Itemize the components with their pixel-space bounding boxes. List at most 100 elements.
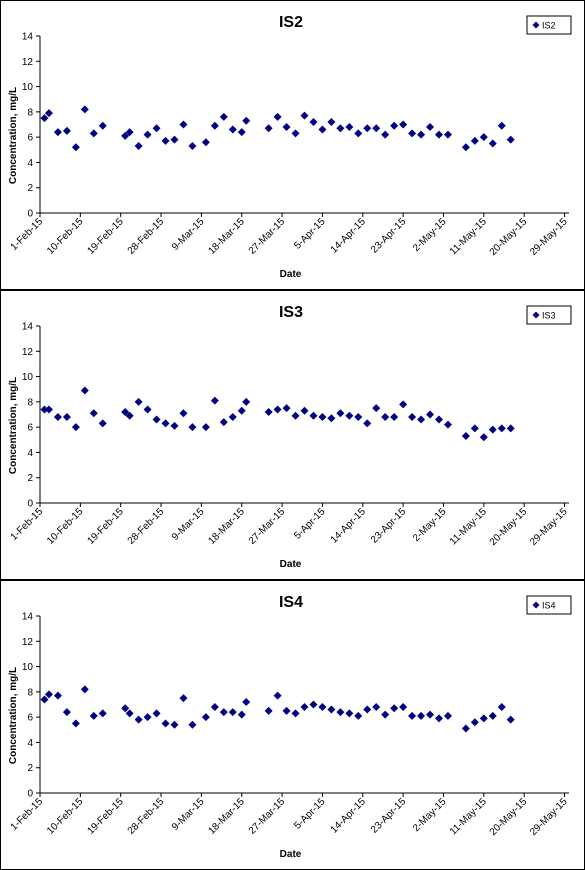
data-point: [417, 711, 426, 720]
legend-marker: [532, 311, 540, 319]
y-tick-label: 4: [27, 738, 33, 749]
data-point: [228, 708, 237, 717]
x-tick-label: 10-Feb-15: [45, 216, 86, 257]
x-axis-title: Date: [280, 559, 302, 570]
data-point: [210, 703, 219, 712]
data-point: [201, 423, 210, 432]
chart-svg: IS3 0 2 4 6 8 10 12 14 1-Feb-15 10-Feb-15 19-Feb-15…: [8, 304, 572, 570]
data-point: [237, 406, 246, 415]
legend: IS3: [526, 305, 572, 325]
data-point: [461, 143, 470, 152]
data-point: [291, 411, 300, 420]
data-point: [53, 691, 62, 700]
chart-svg: IS4 0 2 4 6 8 10 12 14 1-Feb-15 10-Feb-15 19-Feb-15…: [8, 594, 572, 860]
data-point: [98, 419, 107, 428]
legend-marker: [532, 21, 540, 29]
x-tick-label: 14-Apr-15: [329, 216, 369, 256]
data-point: [44, 405, 53, 414]
data-point: [336, 124, 345, 133]
data-point: [121, 131, 130, 140]
x-tick-label: 14-Apr-15: [329, 796, 369, 836]
y-tick-label: 14: [22, 612, 34, 623]
data-point: [62, 126, 71, 135]
y-tick-label: 4: [27, 448, 33, 459]
legend-box: [526, 595, 572, 615]
data-point: [201, 138, 210, 147]
x-tick-label: 11-May-15: [448, 216, 489, 257]
legend-label: IS4: [542, 601, 556, 611]
y-tick-label: 0: [27, 789, 33, 800]
y-tick-label: 2: [27, 763, 33, 774]
x-tick-label: 14-Apr-15: [329, 506, 369, 546]
y-tick-label: 0: [27, 499, 33, 510]
data-point: [461, 724, 470, 733]
x-tick-label: 19-Feb-15: [85, 216, 126, 257]
data-point: [71, 143, 80, 152]
data-point: [408, 711, 417, 720]
data-point: [282, 404, 291, 413]
data-point: [461, 431, 470, 440]
legend-label: IS3: [542, 311, 556, 321]
data-point: [426, 410, 435, 419]
y-tick-label: 8: [27, 397, 33, 408]
data-point: [345, 123, 354, 132]
y-axis-title: Concentration, mg/L: [8, 667, 19, 764]
data-point: [219, 708, 228, 717]
x-tick-label: 2-May-15: [411, 796, 449, 834]
x-tick-label: 5-Apr-15: [292, 506, 328, 542]
data-point: [479, 433, 488, 442]
data-point: [125, 128, 134, 137]
data-point: [497, 424, 506, 433]
data-point: [381, 710, 390, 719]
data-point: [125, 709, 134, 718]
data-point: [479, 133, 488, 142]
data-point: [390, 121, 399, 130]
data-point: [264, 124, 273, 133]
legend-box: [526, 15, 572, 35]
data-point: [170, 135, 179, 144]
data-point: [488, 425, 497, 434]
y-tick-label: 14: [22, 32, 34, 43]
legend: IS2: [526, 15, 572, 35]
data-point: [210, 121, 219, 130]
data-point: [161, 719, 170, 728]
y-tick-label: 6: [27, 423, 33, 434]
y-tick-label: 12: [22, 637, 34, 648]
data-point: [488, 711, 497, 720]
data-point: [417, 130, 426, 139]
x-tick-label: 19-Feb-15: [85, 796, 126, 837]
data-point: [345, 709, 354, 718]
data-point: [121, 704, 130, 713]
x-tick-label: 28-Feb-15: [126, 506, 167, 547]
data-point: [390, 413, 399, 422]
x-tick-label: 23-Apr-15: [369, 216, 409, 256]
x-tick-label: 23-Apr-15: [369, 506, 409, 546]
data-point: [273, 691, 282, 700]
data-point: [363, 705, 372, 714]
x-tick-label: 5-Apr-15: [292, 796, 328, 832]
data-point: [354, 129, 363, 138]
data-point: [399, 400, 408, 409]
data-point: [89, 711, 98, 720]
y-tick-label: 10: [22, 372, 34, 383]
y-tick-label: 4: [27, 158, 33, 169]
x-tick-label: 18-Mar-15: [206, 506, 247, 547]
data-point: [228, 125, 237, 134]
y-tick-label: 2: [27, 183, 33, 194]
x-tick-label: 18-Mar-15: [206, 216, 247, 257]
data-point: [488, 139, 497, 148]
data-point: [62, 413, 71, 422]
data-point: [201, 713, 210, 722]
data-point: [161, 419, 170, 428]
data-point: [282, 706, 291, 715]
x-tick-label: 20-May-15: [488, 506, 530, 548]
data-point: [242, 116, 251, 125]
data-point: [381, 413, 390, 422]
legend: IS4: [526, 595, 572, 615]
data-point: [210, 396, 219, 405]
data-point: [363, 419, 372, 428]
data-point: [242, 697, 251, 706]
x-tick-label: 29-May-15: [528, 216, 570, 258]
y-tick-label: 0: [27, 209, 33, 220]
data-point: [62, 708, 71, 717]
